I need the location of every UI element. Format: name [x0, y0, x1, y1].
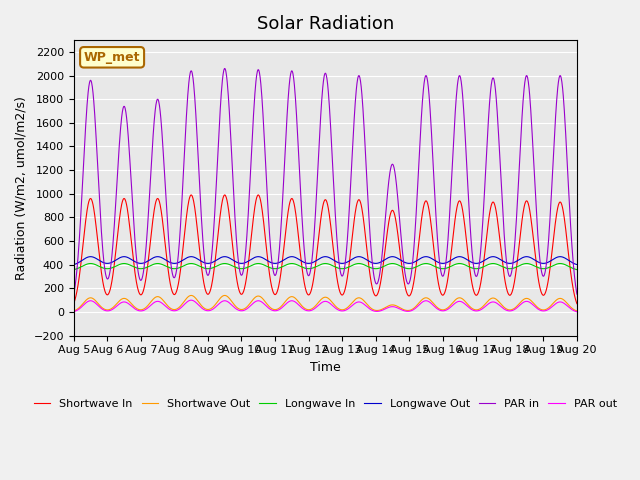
Longwave Out — [403, 260, 411, 266]
PAR in — [239, 272, 246, 277]
Shortwave Out — [70, 308, 77, 314]
Longwave In — [120, 261, 128, 266]
PAR in — [573, 291, 580, 297]
Longwave In — [573, 267, 580, 273]
Text: WP_met: WP_met — [84, 51, 140, 64]
Longwave In — [403, 265, 411, 271]
PAR out — [70, 309, 77, 314]
PAR in — [403, 280, 411, 286]
Longwave In — [70, 267, 77, 273]
Longwave Out — [120, 254, 128, 260]
Shortwave In — [469, 286, 477, 291]
Shortwave In — [514, 257, 522, 263]
Shortwave In — [573, 301, 580, 307]
Shortwave In — [239, 291, 246, 297]
Longwave In — [170, 266, 178, 272]
Longwave In — [239, 266, 246, 272]
Shortwave Out — [239, 307, 246, 312]
Longwave In — [182, 262, 190, 268]
Shortwave Out — [170, 307, 177, 312]
Shortwave Out — [573, 308, 580, 314]
Longwave In — [514, 264, 522, 269]
Longwave In — [469, 265, 477, 271]
Line: Longwave Out: Longwave Out — [74, 257, 577, 264]
Shortwave In — [403, 291, 411, 297]
Shortwave Out — [403, 308, 411, 313]
Shortwave Out — [469, 306, 477, 312]
Shortwave Out — [188, 292, 195, 298]
PAR out — [170, 308, 177, 313]
Longwave Out — [170, 261, 178, 266]
Line: PAR in: PAR in — [74, 69, 577, 294]
Y-axis label: Radiation (W/m2, umol/m2/s): Radiation (W/m2, umol/m2/s) — [15, 96, 28, 280]
PAR in — [170, 274, 177, 280]
PAR out — [573, 309, 580, 315]
Shortwave Out — [514, 303, 522, 309]
Line: PAR out: PAR out — [74, 300, 577, 312]
Longwave Out — [70, 262, 77, 267]
Shortwave In — [188, 192, 195, 198]
PAR out — [469, 307, 477, 313]
PAR out — [239, 308, 246, 313]
Line: Longwave In: Longwave In — [74, 264, 577, 270]
Longwave Out — [182, 255, 190, 261]
PAR out — [514, 304, 522, 310]
PAR out — [403, 309, 411, 314]
Shortwave In — [170, 291, 177, 297]
Longwave Out — [514, 258, 522, 264]
Longwave Out — [573, 262, 580, 267]
Legend: Shortwave In, Shortwave Out, Longwave In, Longwave Out, PAR in, PAR out: Shortwave In, Shortwave Out, Longwave In… — [29, 395, 621, 413]
PAR out — [188, 297, 195, 303]
Title: Solar Radiation: Solar Radiation — [257, 15, 394, 33]
Shortwave Out — [182, 297, 189, 302]
PAR in — [469, 259, 477, 265]
Line: Shortwave In: Shortwave In — [74, 195, 577, 304]
PAR in — [221, 66, 228, 72]
PAR in — [70, 291, 77, 297]
Line: Shortwave Out: Shortwave Out — [74, 295, 577, 311]
Shortwave In — [70, 300, 77, 306]
Longwave Out — [239, 261, 246, 266]
PAR in — [514, 198, 522, 204]
Shortwave In — [182, 220, 189, 226]
X-axis label: Time: Time — [310, 361, 340, 374]
PAR in — [182, 127, 189, 132]
Longwave Out — [469, 260, 477, 266]
PAR out — [182, 300, 189, 306]
